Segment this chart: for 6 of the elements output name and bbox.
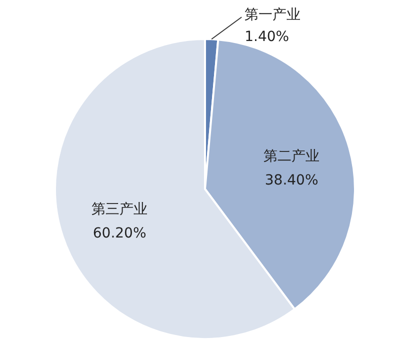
slice-label: 第一产业: [244, 7, 301, 24]
data-label: 60.20%: [92, 225, 146, 242]
slice-label: 第二产业: [264, 148, 320, 164]
data-label: 1.40%: [244, 29, 290, 46]
data-label: 38.40%: [264, 172, 318, 188]
slice-label: 第三产业: [92, 201, 148, 218]
